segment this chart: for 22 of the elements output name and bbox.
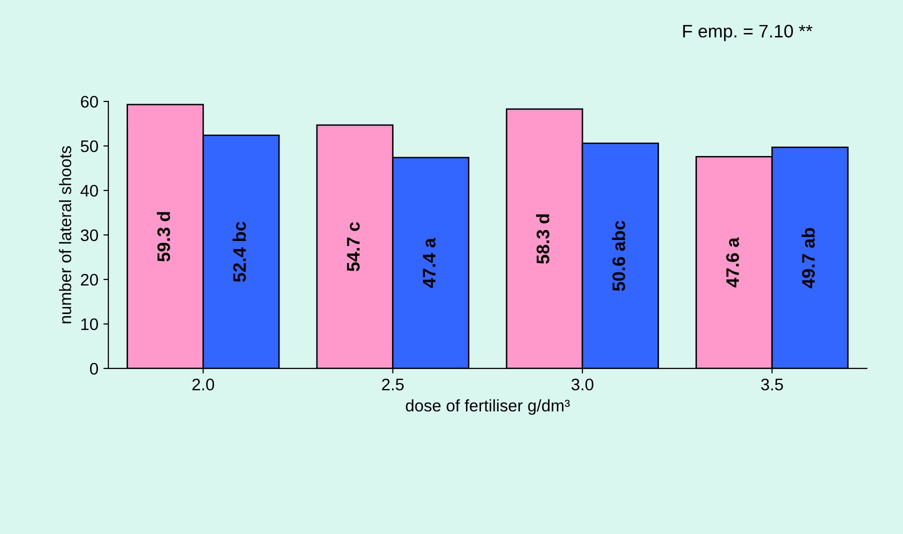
data-label: 59.3 d <box>156 212 170 262</box>
data-label: 52.4 bc <box>232 222 246 282</box>
x-tick-label: 2.5 <box>382 378 404 390</box>
y-tick-label: 30 <box>80 229 98 242</box>
data-label: 47.6 a <box>726 237 739 288</box>
y-tick-label: 0 <box>90 362 98 375</box>
data-label: 49.7 ab <box>802 228 815 288</box>
y-tick-label: 60 <box>80 96 98 108</box>
y-tick-label: 10 <box>81 318 98 330</box>
y-tick-label: 40 <box>80 184 98 197</box>
y-axis-title: number of lateral shoots <box>59 146 72 324</box>
data-label: 47.4 a <box>422 238 436 288</box>
data-label: 58.3 d <box>536 214 550 264</box>
x-tick-label: 2.0 <box>192 378 214 390</box>
x-tick-label: 3.5 <box>761 378 783 390</box>
y-tick-label: 20 <box>80 274 98 286</box>
x-axis-title: dose of fertiliser g/dm³ <box>406 399 570 415</box>
y-tick-label: 50 <box>80 140 98 152</box>
data-label: 50.6 abc <box>612 220 626 291</box>
data-label: 54.7 c <box>347 222 360 272</box>
x-tick-label: 3.0 <box>571 378 594 390</box>
text: F emp. = 7.10 ** <box>683 24 812 42</box>
